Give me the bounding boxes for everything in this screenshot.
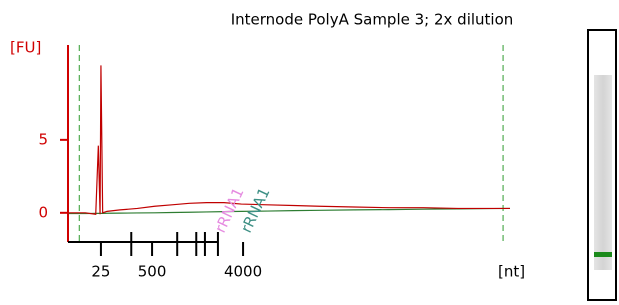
gel-lane — [588, 30, 616, 300]
page: Internode PolyA Sample 3; 2x dilution [F… — [0, 0, 619, 305]
series-line — [69, 65, 510, 214]
chart-title: Internode PolyA Sample 3; 2x dilution — [231, 11, 514, 29]
x-tick-label: 500 — [138, 263, 167, 281]
x-tick-label: 25 — [91, 263, 110, 281]
x-axis-label: [nt] — [498, 263, 525, 281]
y-axis-label: [FU] — [10, 39, 41, 57]
y-tick-label: 5 — [38, 130, 48, 148]
y-tick-label: 0 — [38, 203, 48, 221]
x-tick-label: 4000 — [224, 263, 262, 281]
